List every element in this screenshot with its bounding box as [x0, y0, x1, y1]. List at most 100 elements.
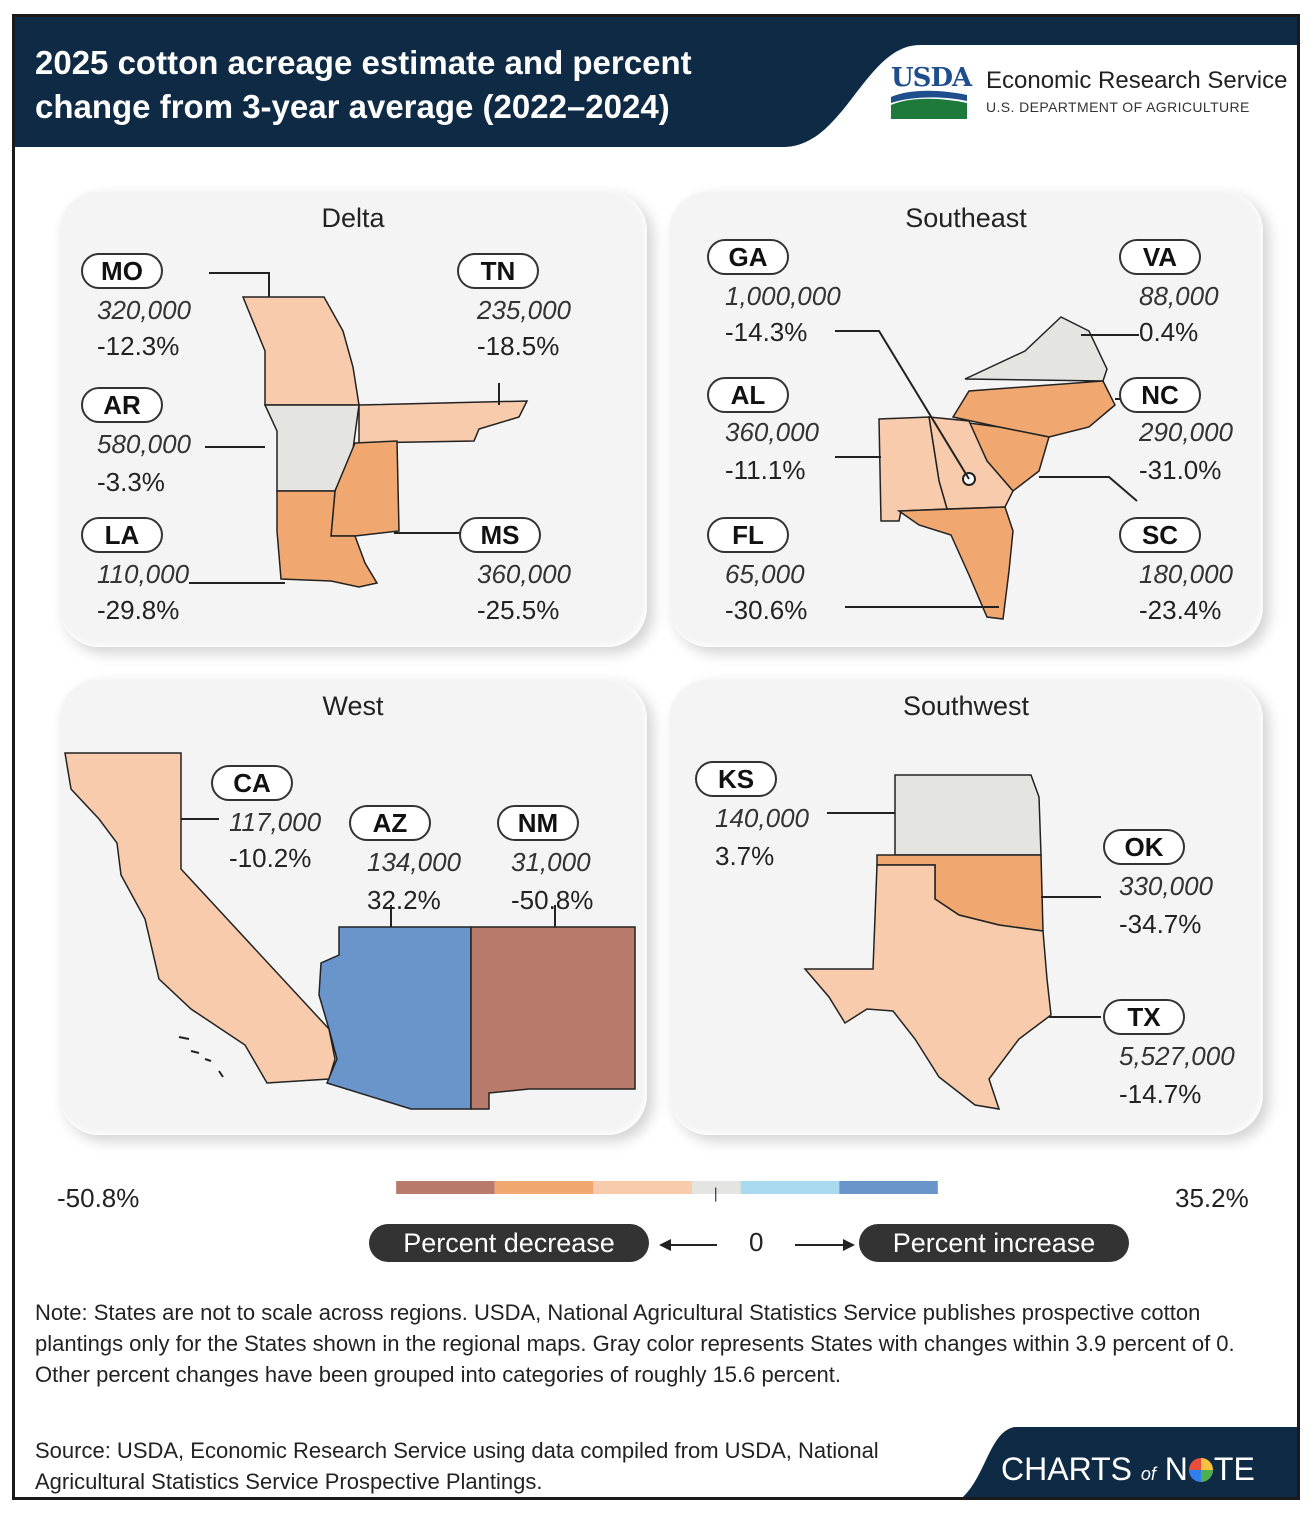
acres-fl: 65,000 [725, 559, 805, 589]
pct-ok: -34.7% [1119, 909, 1202, 939]
brand-te: TE [1213, 1451, 1255, 1487]
pct-nc: -31.0% [1139, 455, 1222, 485]
acres-ok: 330,000 [1119, 871, 1213, 901]
source-text: Source: USDA, Economic Research Service … [35, 1438, 879, 1494]
southeast-map [835, 316, 1139, 620]
pct-tx: -14.7% [1119, 1079, 1202, 1109]
state-shape-mo [241, 296, 360, 406]
state-label-az: AZ [349, 805, 431, 841]
legend-bin-6 [839, 1181, 938, 1194]
pct-la: -29.8% [97, 595, 180, 625]
percent-increase-label: Percent increase [859, 1224, 1129, 1262]
pct-ca: -10.2% [229, 843, 312, 873]
state-shape-tn [358, 400, 529, 444]
acres-ms: 360,000 [477, 559, 571, 589]
left-arrow-icon [659, 1239, 717, 1251]
state-label-ar: AR [81, 387, 163, 423]
brand-of: of [1140, 1464, 1156, 1484]
southwest-map [803, 774, 1101, 1110]
state-shape-tx [803, 864, 1052, 1110]
west-map [64, 752, 636, 1110]
acres-va: 88,000 [1139, 281, 1219, 311]
legend-bin-2 [494, 1181, 594, 1194]
state-label-ks: KS [695, 761, 777, 797]
region-panel-southeast: Southeast GA 1,000,000 -14.3% [669, 191, 1263, 647]
footer-banner [962, 1427, 1297, 1497]
right-arrow-icon [795, 1239, 855, 1251]
state-label-al: AL [707, 377, 789, 413]
note-text: Note: States are not to scale across reg… [35, 1300, 1235, 1387]
state-label-ms: MS [459, 517, 541, 553]
acres-nc: 290,000 [1139, 417, 1233, 447]
state-label-ca: CA [211, 765, 293, 801]
region-panel-west: West CA 117,000 -10.2% AZ 134,000 32.2% … [59, 679, 647, 1135]
pct-tn: -18.5% [477, 331, 560, 361]
pct-ar: -3.3% [97, 467, 165, 497]
acres-ca: 117,000 [229, 807, 322, 837]
brand-n: N [1164, 1451, 1188, 1487]
region-panel-southwest: Southwest KS 140,000 3.7% OK 330,000 -34… [669, 679, 1263, 1135]
region-title-southeast: Southeast [905, 203, 1027, 233]
region-title-west: West [322, 691, 384, 721]
state-label-tx: TX [1103, 999, 1185, 1035]
acres-al: 360,000 [725, 417, 819, 447]
acres-tn: 235,000 [477, 295, 571, 325]
pct-ks: 3.7% [715, 841, 775, 871]
state-shape-ks [894, 774, 1042, 856]
acres-sc: 180,000 [1139, 559, 1233, 589]
legend-bin-1 [396, 1181, 495, 1194]
state-shape-az [318, 926, 472, 1110]
acres-tx: 5,527,000 [1119, 1041, 1235, 1071]
legend-bin-4 [691, 1181, 741, 1194]
infographic-frame: 2025 cotton acreage estimate and percent… [12, 14, 1300, 1500]
acres-nm: 31,000 [511, 847, 591, 877]
department-name: U.S. DEPARTMENT OF AGRICULTURE [986, 99, 1250, 115]
pct-va: 0.4% [1139, 317, 1199, 347]
acres-mo: 320,000 [97, 295, 191, 325]
usda-ers-logo: USDA Economic Research Service U.S. DEPA… [889, 63, 1289, 127]
state-label-ga: GA [707, 239, 789, 275]
legend-color-bar [396, 1181, 938, 1202]
state-label-ok: OK [1103, 829, 1185, 865]
pct-fl: -30.6% [725, 595, 808, 625]
state-label-sc: SC [1119, 517, 1201, 553]
pct-ms: -25.5% [477, 595, 560, 625]
state-shape-ca [64, 752, 336, 1084]
acres-ga: 1,000,000 [725, 281, 841, 311]
legend-min-label: -50.8% [57, 1183, 140, 1213]
region-title-southwest: Southwest [902, 691, 1030, 721]
state-label-nm: NM [497, 805, 579, 841]
state-label-fl: FL [707, 517, 789, 553]
page-title: 2025 cotton acreage estimate and percent… [35, 44, 692, 125]
charts-of-note-logo: CHARTS of N TE [1001, 1451, 1255, 1488]
state-shape-nm [470, 926, 636, 1110]
acres-la: 110,000 [97, 559, 190, 589]
legend-bin-5 [740, 1181, 840, 1194]
delta-map [189, 272, 529, 588]
state-label-nc: NC [1119, 377, 1201, 413]
usda-wordmark: USDA [891, 63, 972, 93]
legend-bin-3 [593, 1181, 692, 1194]
acres-ar: 580,000 [97, 429, 191, 459]
state-shape-va [964, 316, 1108, 382]
region-panel-delta: Delta MO 320,000 -12.3% TN 235,000 -18.5… [59, 191, 647, 647]
state-label-va: VA [1119, 239, 1201, 275]
pct-al: -11.1% [725, 455, 806, 485]
brand-charts: CHARTS [1001, 1451, 1132, 1487]
usda-logo-icon [891, 90, 967, 119]
state-label-la: LA [81, 517, 163, 553]
pie-chart-icon [1188, 1458, 1213, 1482]
pct-mo: -12.3% [97, 331, 180, 361]
state-shape-la [276, 490, 379, 588]
pct-nm: -50.8% [511, 885, 594, 915]
percent-decrease-label: Percent decrease [369, 1224, 649, 1262]
state-label-mo: MO [81, 253, 163, 289]
legend-zero-label: 0 [749, 1227, 764, 1257]
pct-az: 32.2% [367, 885, 441, 915]
legend-max-label: 35.2% [1175, 1183, 1249, 1213]
pct-ga: -14.3% [725, 317, 808, 347]
region-title-delta: Delta [321, 203, 385, 233]
acres-az: 134,000 [367, 847, 461, 877]
pct-sc: -23.4% [1139, 595, 1222, 625]
header-banner [15, 17, 1297, 152]
